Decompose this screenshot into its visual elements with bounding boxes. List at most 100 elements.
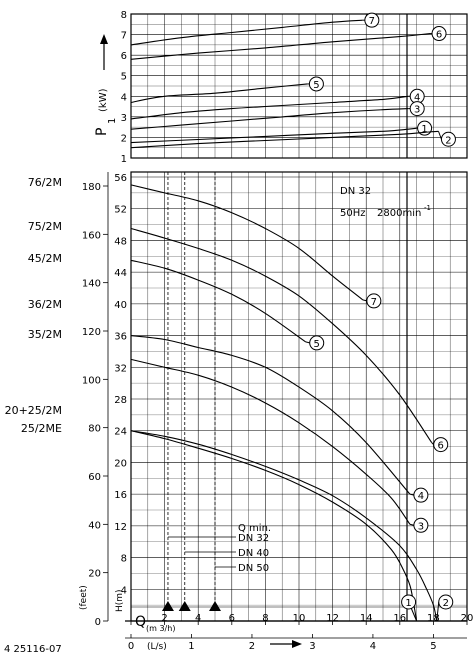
head-y-tick-label-feet: 80 — [88, 424, 101, 435]
power-y-tick-label: 7 — [121, 31, 127, 42]
qmin-label: DN 40 — [238, 548, 269, 559]
head-y-tick-label-m: 56 — [114, 173, 127, 184]
head-curve-label-6-circle — [433, 437, 449, 453]
q-axis-tick-label: 14 — [360, 613, 373, 624]
q-axis-label: Q — [135, 614, 146, 630]
head-y-tick-label-m: 44 — [114, 268, 127, 279]
head-curve-5 — [130, 259, 307, 343]
head-curve-label-1-circle — [401, 594, 417, 610]
head-curve-leader — [409, 493, 415, 496]
q-axis-tick-label: 10 — [293, 613, 306, 624]
head-curve-label-4-circle — [413, 487, 429, 503]
head-curve-6 — [130, 227, 433, 443]
head-y-tick-label-feet: 0 — [95, 617, 101, 628]
power-y-label-unit: (kW) — [98, 88, 109, 112]
power-y-tick-label: 8 — [121, 10, 127, 21]
power-curve-label-4: 4 — [414, 92, 420, 103]
head-curve-leader — [436, 601, 440, 622]
dn-annotation: DN 32 — [340, 186, 371, 197]
h-axis-label: H(m) — [115, 589, 125, 612]
qmin-marker — [178, 601, 191, 611]
q-axis-unit: (m 3/h) — [146, 624, 175, 633]
power-curve-label-7-circle — [364, 12, 380, 28]
ls-axis-arrowhead — [292, 640, 302, 648]
axes-extra: 2 4 6 8 10 12 14 16 18 20H(m)(feet)Q (m 3/h)0 1 2 3 4 5… — [4, 585, 473, 655]
power-y-tick-label: 1 — [121, 154, 127, 165]
head-y-tick-label-feet: 60 — [88, 472, 101, 483]
q-axis-tick-label: 6 — [229, 613, 235, 624]
speed-annotation: 2800min — [377, 208, 421, 219]
model-label: 20+25/2M — [5, 404, 62, 417]
speed-annotation-exponent: -1 — [424, 204, 431, 212]
head-curve-4 — [130, 335, 411, 495]
head-curve-label-2: 2 — [443, 598, 449, 609]
head-curve-label-5-circle — [309, 335, 325, 351]
qmin-marker — [209, 601, 221, 611]
power-curve-1 — [130, 127, 417, 144]
figure-id: 4 25116-07 — [4, 644, 62, 655]
head-curve-leader — [409, 523, 415, 526]
head-y-tick-label-feet: 120 — [82, 327, 101, 338]
power-curve-5 — [130, 83, 308, 104]
head-y-tick-label-m: 4 — [121, 585, 127, 596]
power-curve-label-2: 2 — [445, 135, 451, 146]
head-curve-label-7: 7 — [371, 297, 377, 308]
ls-axis-tick-label: 3 — [309, 641, 315, 652]
head-y-tick-label-m: 36 — [114, 332, 127, 343]
model-label: 45/2M — [28, 252, 62, 265]
head-panel: 4812162024283236404448525602040608010012… — [5, 171, 468, 628]
head-curve-label-4: 4 — [418, 491, 424, 502]
ls-axis-label: (L/s) — [147, 642, 167, 652]
q-axis-tick-label: 18 — [427, 613, 440, 624]
ls-axis-tick-label: 0 — [128, 641, 134, 652]
model-label: 35/2M — [28, 328, 62, 341]
q-axis-tick-label: 8 — [262, 613, 268, 624]
model-label: 75/2M — [28, 220, 62, 233]
qmin-label: DN 32 — [238, 533, 269, 544]
head-y-tick-label-feet: 180 — [82, 182, 101, 193]
head-curve-label-3-circle — [413, 517, 429, 533]
q-axis-tick-label: 4 — [195, 613, 201, 624]
head-y-tick-label-m: 20 — [114, 458, 127, 469]
head-y-tick-label-m: 52 — [114, 205, 127, 216]
head-curve-label-7-circle — [366, 293, 382, 309]
q-axis-tick-label: 20 — [461, 613, 473, 624]
head-curve-label-3: 3 — [418, 521, 424, 532]
head-y-tick-label-feet: 140 — [82, 279, 101, 290]
head-curve-leader — [362, 299, 367, 302]
head-y-tick-label-m: 40 — [114, 300, 127, 311]
power-curve-label-1: 1 — [421, 124, 427, 135]
model-label: 36/2M — [28, 298, 62, 311]
q-axis-tick-label: 16 — [393, 613, 406, 624]
head-curve-leader — [305, 341, 310, 344]
power-y-tick-label: 4 — [121, 92, 127, 103]
ls-axis-tick-label: 1 — [188, 641, 194, 652]
power-curve-2 — [130, 130, 439, 149]
power-curve-leader — [437, 131, 442, 140]
power-curve-4 — [130, 95, 409, 120]
qmin-label: DN 50 — [238, 563, 269, 574]
q-axis-tick-label: 2 — [161, 613, 167, 624]
head-y-tick-label-m: 32 — [114, 363, 127, 374]
power-curve-label-2-circle — [440, 131, 456, 147]
head-y-tick-label-m: 28 — [114, 395, 127, 406]
head-y-tick-label-m: 12 — [114, 522, 127, 533]
feet-axis-label: (feet) — [79, 585, 89, 610]
power-curve-label-7: 7 — [369, 16, 375, 27]
head-y-tick-label-m: 16 — [114, 490, 127, 501]
head-y-tick-label-feet: 40 — [88, 520, 101, 531]
power-y-label-sub: 1 — [107, 118, 118, 124]
power-curve-label-5-circle — [308, 76, 324, 92]
power-curve-label-3-circle — [409, 101, 425, 117]
head-curve-1 — [130, 430, 418, 622]
head-y-tick-label-m: 24 — [114, 427, 127, 438]
head-y-tick-label-feet: 20 — [88, 569, 101, 580]
power-y-tick-label: 6 — [121, 51, 127, 62]
model-label: 76/2M — [28, 176, 62, 189]
power-y-arrowhead — [100, 34, 108, 44]
head-y-tick-label-m: 8 — [121, 554, 127, 565]
head-y-tick-label-m: 48 — [114, 236, 127, 247]
head-y-tick-label-feet: 100 — [82, 375, 101, 386]
